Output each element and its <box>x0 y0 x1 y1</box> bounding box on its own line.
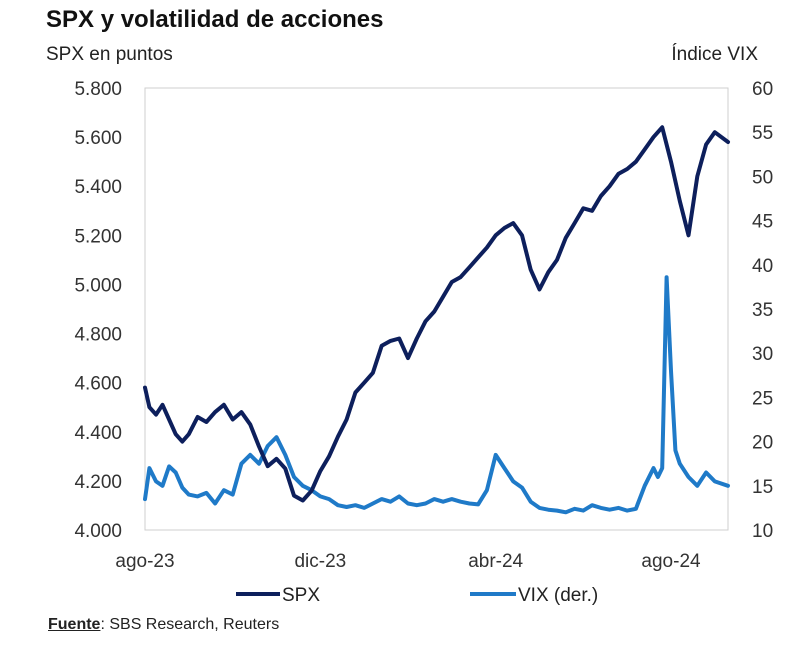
right-tick-label: 15 <box>752 477 773 498</box>
legend: SPX VIX (der.) <box>236 585 598 606</box>
right-tick-label: 60 <box>752 79 773 100</box>
left-tick-label: 5.200 <box>74 226 122 247</box>
left-tick-label: 4.800 <box>74 325 122 346</box>
right-tick-label: 40 <box>752 256 773 277</box>
right-axis: 60 55 50 45 40 35 30 25 20 15 10 <box>752 79 773 542</box>
right-tick-label: 10 <box>752 521 773 542</box>
left-tick-label: 5.800 <box>74 79 122 100</box>
right-tick-label: 20 <box>752 433 773 454</box>
left-tick-label: 4.000 <box>74 521 122 542</box>
source-note: Fuente: SBS Research, Reuters <box>48 616 279 634</box>
legend-label-spx: SPX <box>282 585 320 606</box>
left-tick-label: 4.400 <box>74 423 122 444</box>
spx-line <box>143 125 730 503</box>
right-tick-label: 55 <box>752 123 773 144</box>
x-tick-label: dic-23 <box>294 551 346 572</box>
plot-area-frame <box>144 87 729 531</box>
right-tick-label: 35 <box>752 300 773 321</box>
left-axis-title: SPX en puntos <box>46 44 173 65</box>
chart-svg: 5.800 5.600 5.400 5.200 5.000 4.800 4.600 4.400… <box>74 79 773 606</box>
right-tick-label: 30 <box>752 344 773 365</box>
left-axis: 5.800 5.600 5.400 5.200 5.000 4.800 4.600 4.400… <box>74 79 122 542</box>
left-tick-label: 5.600 <box>74 128 122 149</box>
x-axis: ago-23 dic-23 abr-24 ago-24 <box>115 551 701 572</box>
left-tick-label: 4.200 <box>74 472 122 493</box>
legend-label-vix: VIX (der.) <box>518 585 598 606</box>
left-tick-label: 5.000 <box>74 275 122 296</box>
chart-title: SPX y volatilidad de acciones <box>46 6 384 33</box>
right-axis-title: Índice VIX <box>671 44 758 65</box>
source-text: : SBS Research, Reuters <box>100 616 280 633</box>
left-tick-label: 5.400 <box>74 177 122 198</box>
right-tick-label: 25 <box>752 388 773 409</box>
x-tick-label: abr-24 <box>468 551 523 572</box>
source-label: Fuente <box>48 616 101 633</box>
right-tick-label: 50 <box>752 167 773 188</box>
left-tick-label: 4.600 <box>74 374 122 395</box>
vix-line <box>143 275 730 515</box>
series-layer <box>143 125 730 515</box>
x-tick-label: ago-24 <box>641 551 701 572</box>
right-tick-label: 45 <box>752 212 773 233</box>
x-tick-label: ago-23 <box>115 551 174 572</box>
